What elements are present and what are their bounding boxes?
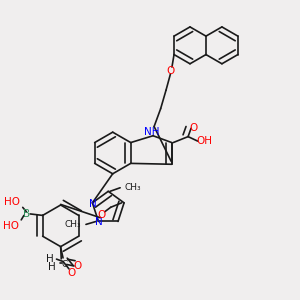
Text: CH₃: CH₃ [65, 220, 82, 229]
Text: O: O [98, 210, 106, 220]
Text: N: N [89, 199, 97, 209]
Text: CH₃: CH₃ [124, 183, 141, 192]
Text: O: O [189, 123, 198, 133]
Text: HO: HO [4, 197, 20, 207]
Text: O: O [166, 66, 175, 76]
Text: N: N [94, 217, 102, 227]
Text: H: H [46, 254, 54, 263]
Text: B: B [23, 209, 30, 219]
Text: O: O [74, 261, 82, 271]
Text: H: H [48, 262, 55, 272]
Text: HO: HO [3, 221, 19, 231]
Text: NH: NH [144, 127, 159, 137]
Text: OH: OH [196, 136, 212, 146]
Text: O: O [68, 268, 76, 278]
Text: C: C [62, 260, 68, 269]
